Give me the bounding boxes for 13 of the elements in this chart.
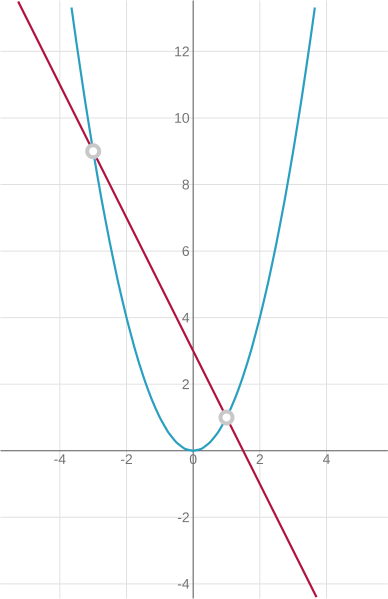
line-series xyxy=(70,6,316,452)
y-tick-label: 10 xyxy=(174,113,189,123)
x-tick-label: -4 xyxy=(54,454,66,464)
x-tick-label: 2 xyxy=(256,454,263,464)
x-tick-label: 4 xyxy=(322,454,330,464)
y-tick-label: 12 xyxy=(174,46,189,56)
y-tick-label: 4 xyxy=(182,312,190,322)
y-tick-label: -2 xyxy=(178,512,189,522)
y-tick-label: 2 xyxy=(182,379,189,390)
x-tick-label: -2 xyxy=(120,454,132,464)
y-tick-label: 8 xyxy=(182,180,189,190)
y-tick-label: 6 xyxy=(182,246,189,256)
y-tick-label: -4 xyxy=(178,579,190,589)
